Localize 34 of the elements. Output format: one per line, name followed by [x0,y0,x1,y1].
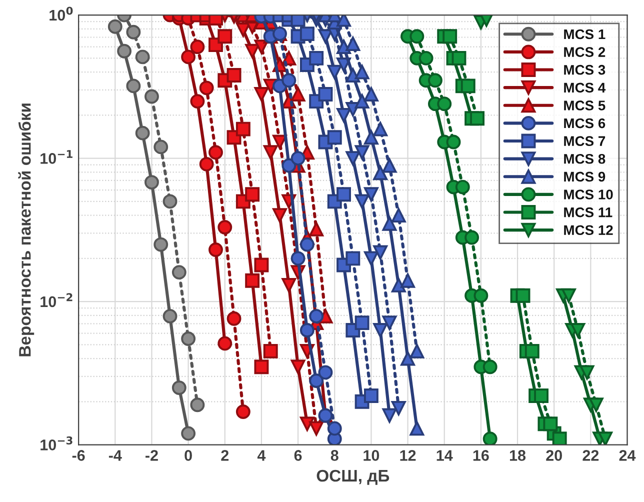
x-tick-label: 20 [546,450,562,461]
legend-label: MCS 6 [564,118,606,128]
legend-label: MCS 8 [564,154,606,164]
x-tick-label: -2 [146,450,158,461]
y-tick-label: 10$^{−2}$ [40,293,72,308]
legend-label: MCS 4 [564,82,606,93]
y-tick-label: 10$^{−1}$ [40,150,72,164]
y-tick-label: 10$^{0}$ [50,6,73,21]
x-tick-label: 6 [294,450,302,461]
x-tick-label: 14 [436,450,453,461]
legend-label: MCS 7 [564,136,606,146]
x-tick-label: 0 [184,450,192,461]
x-tick-label: 2 [221,450,229,461]
legend-label: MCS 5 [564,100,606,110]
x-tick-label: 12 [400,450,416,461]
legend-label: MCS 2 [564,47,606,57]
y-axis-title: Вероятность пакетной ошибки [18,104,34,356]
x-tick-label: 4 [257,450,266,461]
legend-label: MCS 11 [564,207,612,218]
legend-label: MCS 12 [564,225,613,236]
legend-label: MCS 3 [564,64,606,75]
legend-label: MCS 1 [564,29,606,40]
x-tick-label: 8 [330,450,338,461]
legend-label: MCS 9 [564,172,606,182]
x-tick-label: 24 [619,450,636,461]
x-tick-label: 22 [582,450,599,461]
x-axis-title: ОСШ, дБ [316,470,390,485]
legend-label: MCS 10 [564,190,613,200]
x-tick-label: 16 [473,450,489,461]
x-tick-label: -6 [72,450,85,461]
x-tick-label: 18 [510,450,526,461]
x-tick-label: 10 [364,450,380,461]
x-tick-label: -4 [108,450,122,461]
y-tick-label: 10$^{−3}$ [40,436,72,450]
